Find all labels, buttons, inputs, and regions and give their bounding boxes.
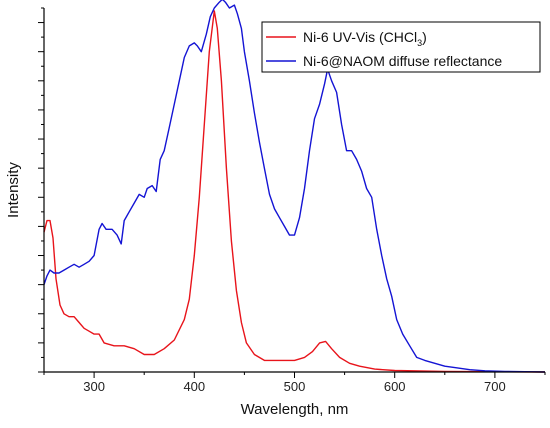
x-axis-title: Wavelength, nm: [241, 401, 349, 418]
legend-label-uvvis-tail: ): [422, 29, 427, 45]
series-line-uvvis: [43, 10, 546, 373]
x-tick-label: 700: [484, 379, 506, 394]
x-tick-label: 600: [384, 379, 406, 394]
legend: Ni-6 UV-Vis (CHCl3) Ni-6@NAOM diffuse re…: [261, 21, 541, 73]
legend-box: [261, 21, 541, 73]
series-layer: [43, 0, 546, 373]
legend-label-reflectance: Ni-6@NAOM diffuse reflectance: [303, 53, 502, 69]
axes-layer: 300 400 500 600 700: [38, 7, 546, 394]
x-tick-label: 400: [183, 379, 205, 394]
legend-label-uvvis: Ni-6 UV-Vis (CHCl3): [303, 29, 427, 48]
x-tick-label: 300: [83, 379, 105, 394]
legend-label-uvvis-main: Ni-6 UV-Vis (CHCl: [303, 29, 417, 45]
x-tick-label: 500: [284, 379, 306, 394]
y-axis-title: Intensity: [5, 162, 22, 218]
series-line-reflectance: [43, 0, 546, 373]
legend-label-uvvis-subscript: 3: [417, 38, 422, 48]
